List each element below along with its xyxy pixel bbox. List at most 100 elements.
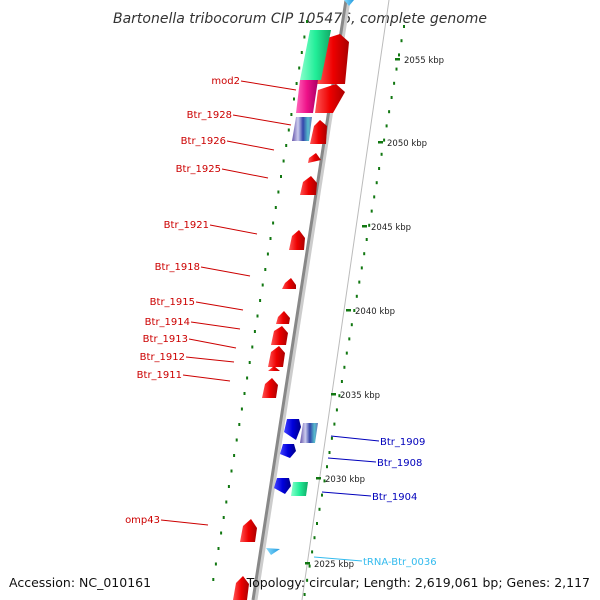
outer-track-dot xyxy=(222,516,225,519)
scale-tick-label: 2045 kbp xyxy=(371,223,411,233)
label-leader-line xyxy=(188,338,237,349)
trna-feature-top xyxy=(344,0,354,6)
gene-label-reverse: Btr_1909 xyxy=(380,437,425,448)
inner-track-dash xyxy=(393,81,396,85)
scale-tick-mark xyxy=(316,477,321,480)
inner-track-dash xyxy=(323,479,326,483)
gene-label-forward: Btr_1918 xyxy=(155,262,200,273)
forward-cds-btr1911 xyxy=(262,378,278,398)
gene-label-forward: mod2 xyxy=(211,76,240,87)
gene-label-forward: Btr_1911 xyxy=(137,370,182,381)
inner-track-dash xyxy=(365,238,368,241)
forward-cds-btr1918 xyxy=(289,230,305,250)
inner-track-dash xyxy=(395,67,398,71)
colored-cds-green-top xyxy=(300,30,331,80)
outer-track-dot xyxy=(259,299,262,302)
inner-track-dash xyxy=(363,252,366,256)
inner-track-dash xyxy=(340,380,343,383)
gene-label-forward: Btr_1912 xyxy=(140,352,185,363)
outer-track-dot xyxy=(240,407,243,411)
inner-track-dash xyxy=(385,124,388,128)
scale-tick-label: 2025 kbp xyxy=(314,560,354,570)
label-leader-lines xyxy=(160,80,380,562)
outer-track-dot xyxy=(248,361,251,364)
gene-labels: mod2 Btr_1928 Btr_1926 Btr_1925 Btr_1921 Btr_… xyxy=(125,76,437,568)
scale-tick-label: 2030 kbp xyxy=(325,475,365,485)
page-title: Bartonella tribocorum CIP 105476, comple… xyxy=(113,11,487,27)
inner-track-dash xyxy=(355,294,358,298)
gene-label-forward: Btr_1921 xyxy=(164,220,209,231)
colored-cds-btr1904 xyxy=(291,482,308,496)
inner-track-dash xyxy=(375,181,378,185)
label-leader-line xyxy=(185,356,235,363)
outer-track-dot xyxy=(280,175,282,178)
inner-track-dash xyxy=(328,451,331,454)
outer-boundary-line xyxy=(301,0,390,600)
inner-track-dash xyxy=(311,550,314,554)
inner-track-dash xyxy=(388,110,391,114)
inner-track-dash xyxy=(383,138,386,142)
label-leader-line xyxy=(160,519,209,526)
label-leader-line xyxy=(321,491,372,497)
inner-track-dash xyxy=(318,507,321,511)
outer-track-dot xyxy=(277,190,280,194)
outer-track-dot xyxy=(243,392,246,395)
outer-track-dot xyxy=(264,268,267,271)
reverse-cds-btr1904 xyxy=(274,478,291,494)
outer-track-dot xyxy=(246,376,249,380)
scale-tick-mark xyxy=(331,393,336,396)
forward-cds-btr1926 xyxy=(310,120,327,144)
scale-ticks: 2055 kbp 2050 kbp 2045 kbp 2040 kbp 2035 kbp… xyxy=(305,56,444,570)
gene-label-reverse: Btr_1904 xyxy=(372,492,417,503)
label-leader-line xyxy=(226,140,275,151)
outer-track-dot xyxy=(217,547,220,550)
inner-track-dash xyxy=(345,351,348,355)
outer-track-dot xyxy=(300,51,303,54)
gene-label-forward: Btr_1928 xyxy=(187,110,232,121)
inner-track-dash xyxy=(343,365,346,369)
gene-label-forward: Btr_1915 xyxy=(150,297,195,308)
inner-track-dash xyxy=(368,223,371,227)
gene-label-forward: Btr_1914 xyxy=(145,317,190,328)
label-leader-line xyxy=(232,114,292,126)
inner-track-dash xyxy=(390,96,393,99)
scale-tick-label: 2035 kbp xyxy=(340,391,380,401)
outer-track-dot xyxy=(298,66,301,70)
colored-cds-btr1909 xyxy=(300,423,318,443)
outer-track-dot xyxy=(287,128,290,132)
gene-label-forward: omp43 xyxy=(125,515,160,526)
outer-track-dot xyxy=(266,252,269,256)
inner-track-dash xyxy=(348,337,351,341)
forward-cds-btr1915 xyxy=(282,278,296,289)
inner-track-dash xyxy=(313,536,316,540)
inner-track-dash xyxy=(370,209,373,213)
label-leader-line xyxy=(195,301,244,311)
scale-tick-mark xyxy=(305,562,310,565)
outer-track-dot xyxy=(251,345,254,349)
inner-dash-track xyxy=(303,25,405,596)
inner-track-dash xyxy=(321,493,323,497)
label-leader-line xyxy=(330,435,380,442)
outer-track-dot xyxy=(235,438,238,442)
forward-cds-btr1914 xyxy=(276,311,290,324)
outer-track-dot xyxy=(306,20,308,23)
reverse-cds-btr1908 xyxy=(280,444,296,458)
forward-cds-btr1921 xyxy=(300,176,317,195)
inner-track-dash xyxy=(373,195,376,199)
outer-track-dot xyxy=(233,454,236,457)
outer-track-dot xyxy=(290,113,293,116)
inner-track-dash xyxy=(338,394,341,398)
outer-track-dot xyxy=(295,82,298,85)
inner-track-dash xyxy=(335,408,338,412)
colored-cds-btr1928 xyxy=(292,117,312,141)
forward-cds-btr1912 xyxy=(268,346,285,367)
gene-label-reverse: Btr_1908 xyxy=(377,458,422,469)
label-leader-line xyxy=(327,457,377,463)
scale-tick-mark xyxy=(378,141,383,144)
inner-track-dash xyxy=(353,309,356,312)
inner-track-dash xyxy=(380,152,383,156)
forward-cds-btr1913 xyxy=(271,326,288,345)
inner-track-dash xyxy=(350,323,353,327)
inner-track-dash xyxy=(303,593,306,596)
